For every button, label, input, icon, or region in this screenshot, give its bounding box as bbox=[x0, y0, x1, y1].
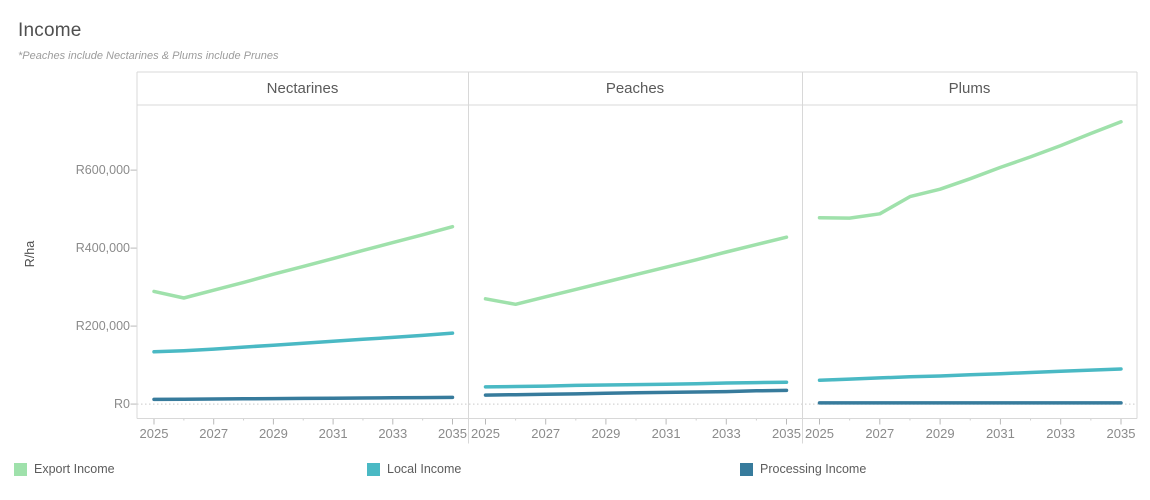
legend-item-export-income[interactable]: Export Income bbox=[14, 462, 115, 476]
peaches-export-income-line[interactable] bbox=[483, 235, 789, 307]
legend-item-processing-income[interactable]: Processing Income bbox=[740, 462, 866, 476]
x-tick-label: 2027 bbox=[531, 426, 560, 441]
x-tick-label: 2035 bbox=[772, 426, 801, 441]
y-tick-label-200000: R200,000 bbox=[75, 319, 130, 333]
chart-subtitle: *Peaches include Nectarines & Plums incl… bbox=[18, 50, 279, 62]
x-tick-label: 2025 bbox=[805, 426, 834, 441]
x-tick-label: 2033 bbox=[712, 426, 741, 441]
x-tick-label: 2031 bbox=[986, 426, 1015, 441]
x-tick-label: 2035 bbox=[1107, 426, 1136, 441]
processing-income-swatch-icon bbox=[740, 462, 753, 476]
x-tick-label: 2031 bbox=[319, 426, 348, 441]
x-tick-label: 2025 bbox=[140, 426, 169, 441]
x-tick-label: 2029 bbox=[591, 426, 620, 441]
panel-title-plums: Plums bbox=[948, 80, 991, 97]
x-tick-label: 2027 bbox=[865, 426, 894, 441]
panel-title-peaches: Peaches bbox=[605, 80, 665, 97]
plums-local-income-line[interactable] bbox=[817, 367, 1123, 383]
x-tick-label: 2035 bbox=[438, 426, 467, 441]
nectarines-local-income-line[interactable] bbox=[152, 331, 455, 354]
y-tick-label-400000: R400,000 bbox=[75, 241, 130, 255]
x-tick-label: 2025 bbox=[471, 426, 500, 441]
nectarines-processing-income-line[interactable] bbox=[152, 395, 455, 402]
local-income-swatch-icon bbox=[367, 462, 380, 476]
y-tick-label-600000: R600,000 bbox=[75, 163, 130, 177]
peaches-processing-income-line[interactable] bbox=[483, 388, 789, 397]
legend-label: Export Income bbox=[34, 462, 115, 476]
x-tick-label: 2029 bbox=[259, 426, 288, 441]
plums-export-income-line[interactable] bbox=[817, 120, 1123, 220]
x-tick-label: 2033 bbox=[1046, 426, 1075, 441]
page-title: Income bbox=[18, 20, 82, 41]
panel-title-nectarines: Nectarines bbox=[266, 80, 339, 97]
legend-item-local-income[interactable]: Local Income bbox=[367, 462, 461, 476]
nectarines-export-income-line[interactable] bbox=[152, 224, 455, 300]
x-tick-label: 2033 bbox=[378, 426, 407, 441]
legend-label: Local Income bbox=[387, 462, 462, 476]
x-tick-label: 2027 bbox=[199, 426, 228, 441]
legend-label: Processing Income bbox=[760, 462, 867, 476]
x-tick-label: 2031 bbox=[652, 426, 681, 441]
x-tick-label: 2029 bbox=[926, 426, 955, 441]
peaches-local-income-line[interactable] bbox=[483, 380, 789, 389]
export-income-swatch-icon bbox=[14, 462, 27, 476]
y-tick-label-0: R0 bbox=[114, 397, 130, 411]
